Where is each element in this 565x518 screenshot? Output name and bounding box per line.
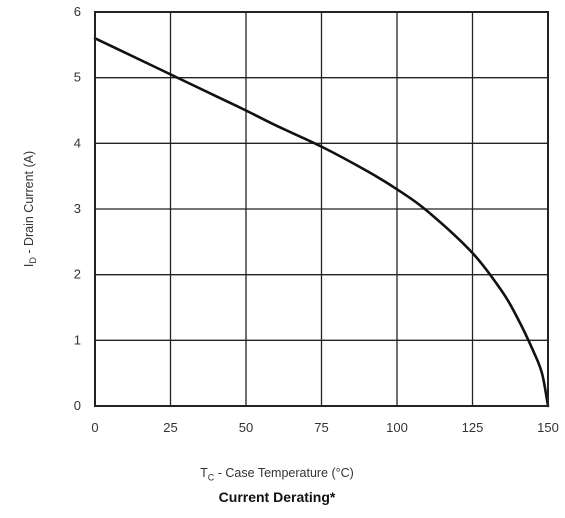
y-axis-label-subscript: D: [28, 257, 38, 264]
y-tick-label: 5: [74, 70, 81, 85]
x-axis-label-subscript: C: [207, 472, 215, 483]
y-tick-label: 1: [74, 332, 81, 347]
y-tick-label: 2: [74, 267, 81, 282]
y-tick-label: 4: [74, 135, 81, 150]
y-tick-label: 6: [74, 4, 81, 19]
x-tick-label: 75: [314, 420, 328, 435]
x-tick-label: 50: [239, 420, 253, 435]
x-axis-label-symbol: T: [200, 466, 208, 480]
x-axis-label-text: - Case Temperature (°C): [214, 466, 354, 480]
x-axis-label: TC - Case Temperature (°C): [177, 466, 377, 483]
y-axis-label-symbol: I: [22, 264, 36, 267]
y-tick-label: 0: [74, 398, 81, 413]
chart-title: Current Derating*: [218, 488, 336, 505]
y-axis-label: ID - Drain Current (A): [22, 151, 38, 267]
x-tick-label: 0: [91, 420, 98, 435]
x-tick-label: 125: [462, 420, 484, 435]
derating-curve: [93, 36, 550, 408]
y-axis-label-text: - Drain Current (A): [22, 151, 36, 257]
x-tick-label: 150: [537, 420, 559, 435]
series-layer: [93, 36, 550, 408]
chart-caption: TC - Case Temperature (°C) Current Derat…: [177, 466, 377, 505]
y-tick-label: 3: [74, 201, 81, 216]
plot-frame: [94, 11, 549, 407]
x-tick-label: 100: [386, 420, 408, 435]
tick-labels: 0 25 50 75 100 125 150 0 1 2 3 4 5 6: [74, 4, 559, 435]
x-tick-label: 25: [163, 420, 177, 435]
